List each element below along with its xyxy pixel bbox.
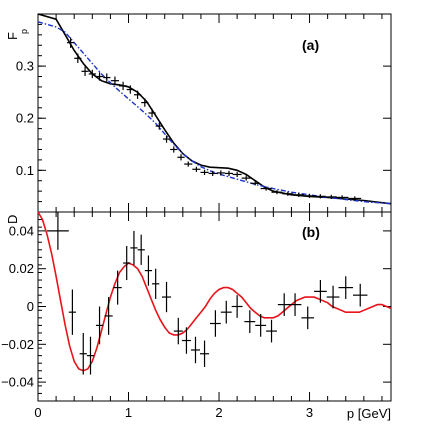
panel-a-data-point: [141, 98, 149, 107]
panel-a-data-point: [133, 90, 142, 99]
panel-a-ytick-label: 0.2: [16, 111, 34, 126]
panel-b-data-point: [352, 283, 368, 307]
panel-b-ytick-label: 0.04: [9, 223, 34, 238]
panel-a-data-point: [304, 193, 315, 198]
panel-a-points: [66, 37, 362, 201]
panel-a: 0.1 0.2 0.3 (a) F p: [5, 13, 392, 213]
panel-a-data-point: [224, 170, 234, 177]
panel-b-curves: [37, 211, 392, 372]
panel-a-data-point: [177, 154, 185, 161]
panel-b-data-point: [86, 336, 95, 375]
panel-b-data-point: [338, 276, 353, 299]
panel-a-data-point: [110, 76, 120, 85]
panel-b-data-point: [137, 234, 145, 265]
panel-a-data-point: [216, 170, 225, 176]
panel-a-data-point: [81, 66, 89, 77]
panel-a-data-point: [88, 69, 96, 79]
panel-b-xlabel: p [GeV]: [347, 406, 391, 421]
panel-b-data-point: [47, 212, 69, 250]
panel-a-data-point: [74, 53, 82, 63]
panel-a-data-point: [126, 85, 134, 94]
panel-b-data-point: [104, 297, 113, 335]
panel-b-data-point: [113, 270, 122, 305]
panel-a-data-point: [162, 135, 171, 143]
panel-b: −0.04 −0.02 0 0.02 0.04 0 1 2 3 (b) D p [GeV]: [1, 211, 392, 421]
panel-b-data-point: [152, 268, 160, 299]
panel-a-data-point: [335, 195, 349, 200]
panel-a-data-point: [148, 108, 156, 118]
panel-b-data-point: [181, 327, 191, 354]
panel-a-data-point: [250, 181, 260, 186]
panel-b-xtick-label: 2: [215, 405, 222, 420]
panel-b-data-point: [209, 310, 221, 337]
panel-a-data-point: [170, 146, 178, 153]
panel-b-xtick-label: 1: [125, 405, 132, 420]
panel-a-data-point: [314, 194, 326, 199]
panel-a-data-point: [184, 161, 193, 167]
panel-b-points: [47, 212, 368, 375]
panel-b-data-point: [314, 280, 327, 303]
panel-a-data-point: [119, 81, 128, 91]
panel-a-data-point: [155, 122, 163, 130]
panel-b-data-point: [220, 300, 232, 324]
panel-a-data-point: [260, 186, 272, 191]
panel-a-curves: [37, 13, 392, 205]
panel-b-fit-curve: [37, 211, 392, 372]
panel-b-data-point: [190, 336, 201, 364]
panel-b-data-point: [123, 246, 131, 281]
panel-a-data-point: [348, 196, 362, 201]
panel-a-data-point: [66, 37, 75, 48]
panel-a-data-point: [293, 192, 305, 197]
panel-b-data-point: [266, 319, 277, 343]
panel-b-data-point: [301, 306, 315, 330]
panel-a-data-point: [200, 169, 209, 176]
panel-a-data-point: [232, 171, 242, 178]
panel-a-ytick-label: 0.1: [16, 163, 34, 178]
panel-b-ytick-label: −0.02: [1, 337, 34, 352]
panel-b-data-point: [244, 310, 256, 333]
panel-a-data-point: [325, 194, 337, 199]
panel-a-ylabel: F: [5, 32, 20, 40]
panel-a-ylabel-sub: p: [19, 29, 29, 34]
panel-b-data-point: [326, 285, 340, 309]
panel-a-ticks: 0.1 0.2 0.3: [16, 14, 391, 213]
panel-b-ticks: −0.04 −0.02 0 0.02 0.04 0 1 2 3: [1, 212, 391, 420]
panel-a-data-point: [271, 190, 283, 195]
panel-a-data-point: [208, 170, 217, 177]
panel-b-data-point: [68, 289, 77, 335]
panel-b-data-point: [200, 340, 210, 367]
panel-b-data-point: [144, 255, 153, 286]
panel-b-xtick-label: 3: [306, 405, 313, 420]
panel-a-ytick-label: 0.3: [16, 59, 34, 74]
panel-b-ytick-label: −0.04: [1, 375, 34, 390]
panel-b-label: (b): [302, 224, 320, 240]
panel-b-xtick-label: 0: [34, 405, 41, 420]
panel-b-data-point: [288, 293, 302, 316]
panel-a-smooth-curve: [37, 21, 392, 205]
panel-a-label: (a): [302, 37, 319, 53]
panel-a-data-point: [103, 73, 111, 82]
panel-a-data-point: [192, 166, 201, 172]
panel-b-ytick-label: 0.02: [9, 261, 34, 276]
panel-b-ylabel: D: [5, 215, 20, 224]
panel-b-data-point: [277, 293, 291, 316]
panel-b-data-point: [95, 306, 104, 345]
panel-b-data-point: [79, 332, 87, 375]
panel-a-data-point: [95, 72, 104, 81]
panel-a-fit-curve: [37, 13, 392, 205]
panel-a-frame: [37, 13, 392, 213]
panel-b-data-point: [231, 295, 243, 318]
panel-b-data-point: [162, 281, 172, 313]
panel-b-data-point: [130, 230, 138, 265]
panel-b-data-point: [173, 317, 183, 345]
panel-b-ytick-label: 0: [27, 299, 34, 314]
panel-a-data-point: [241, 175, 251, 181]
panel-a-data-point: [282, 191, 294, 196]
panel-b-data-point: [255, 314, 267, 337]
